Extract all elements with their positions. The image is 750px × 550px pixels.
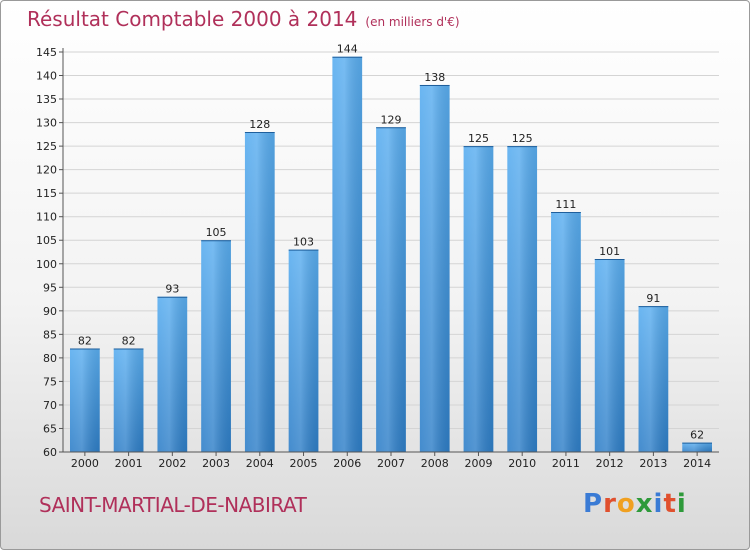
y-tick-label: 115 <box>36 187 57 200</box>
x-tick-label: 2003 <box>202 457 230 470</box>
data-label: 103 <box>293 236 314 249</box>
x-tick-label: 2013 <box>639 457 667 470</box>
y-tick-label: 95 <box>43 281 57 294</box>
y-tick-label: 105 <box>36 234 57 247</box>
data-label: 138 <box>424 71 445 84</box>
bars: 82 82 93 105 128 103 144 129 138 125 125 111 101 91 62 <box>69 43 713 453</box>
bar-shine <box>157 296 188 452</box>
bar-shine <box>244 132 275 452</box>
x-tick-label: 2004 <box>246 457 274 470</box>
data-label: 105 <box>206 226 227 239</box>
logo-letter: i <box>653 489 664 519</box>
y-tick-label: 80 <box>43 352 57 365</box>
x-axis: 2000 2001 2002 2003 2004 2005 2006 2007 2008 2009… <box>63 451 719 470</box>
x-tick-label: 2010 <box>508 457 536 470</box>
y-tick-label: 100 <box>36 258 57 271</box>
bar-shine <box>507 146 538 452</box>
x-tick-label: 2002 <box>158 457 186 470</box>
data-label: 91 <box>646 292 660 305</box>
bar-shine <box>551 212 581 452</box>
bar-shine <box>113 348 144 452</box>
bar-shine <box>288 249 319 452</box>
y-tick-label: 70 <box>43 399 57 412</box>
data-label: 125 <box>512 132 533 145</box>
x-tick-label: 2008 <box>421 457 449 470</box>
data-label: 129 <box>381 113 402 126</box>
logo-letter: o <box>616 489 636 519</box>
y-tick-label: 75 <box>43 375 57 388</box>
data-label: 82 <box>78 334 92 347</box>
logo-letter: P <box>583 489 604 519</box>
chart-title: Résultat Comptable 2000 à 2014 (en millie… <box>27 7 460 31</box>
logo-letter: r <box>603 489 617 519</box>
logo-letter: x <box>635 489 654 519</box>
data-label: 93 <box>165 283 179 296</box>
logo-letter: t <box>663 489 677 519</box>
bar-shine <box>594 259 625 452</box>
chart-title-main: Résultat Comptable 2000 à 2014 <box>27 7 358 31</box>
commune-name: SAINT-MARTIAL-DE-NABIRAT <box>39 493 307 517</box>
bar-shine <box>638 306 669 452</box>
x-tick-label: 2012 <box>596 457 624 470</box>
x-tick-label: 2005 <box>290 457 318 470</box>
x-tick-label: 2001 <box>115 457 143 470</box>
y-tick-label: 85 <box>43 328 57 341</box>
y-tick-label: 110 <box>36 211 57 224</box>
data-label: 125 <box>468 132 489 145</box>
bar-shine <box>419 84 450 453</box>
x-tick-label: 2007 <box>377 457 405 470</box>
bar-shine <box>682 442 713 452</box>
y-tick-label: 130 <box>36 117 57 130</box>
bar-shine <box>69 348 100 452</box>
y-tick-label: 90 <box>43 305 57 318</box>
x-tick-label: 2009 <box>464 457 492 470</box>
y-tick-label: 135 <box>36 93 57 106</box>
x-tick-label: 2011 <box>552 457 580 470</box>
bar-shine <box>332 56 363 453</box>
bar-shine <box>463 146 494 452</box>
data-label: 82 <box>122 334 136 347</box>
data-label: 128 <box>249 118 270 131</box>
data-label: 144 <box>337 43 358 56</box>
y-tick-label: 145 <box>36 46 57 59</box>
y-tick-label: 125 <box>36 140 57 153</box>
bar-shine <box>376 127 406 452</box>
x-tick-label: 2000 <box>71 457 99 470</box>
y-tick-label: 60 <box>43 446 57 459</box>
proxiti-logo: Proxiti <box>583 489 687 519</box>
data-label: 101 <box>599 245 620 258</box>
y-tick-label: 65 <box>43 422 57 435</box>
bar-shine <box>201 240 231 452</box>
data-label: 62 <box>690 429 704 442</box>
x-tick-label: 2014 <box>683 457 711 470</box>
logo-letter: i <box>676 489 687 519</box>
chart-subtitle: (en milliers d'€) <box>365 15 460 29</box>
data-label: 111 <box>555 198 576 211</box>
y-tick-label: 120 <box>36 164 57 177</box>
x-tick-label: 2006 <box>333 457 361 470</box>
y-tick-label: 140 <box>36 70 57 83</box>
y-axis: 60 65 70 75 80 85 90 95 100 105 110 115 120 125 130 135… <box>36 46 64 459</box>
